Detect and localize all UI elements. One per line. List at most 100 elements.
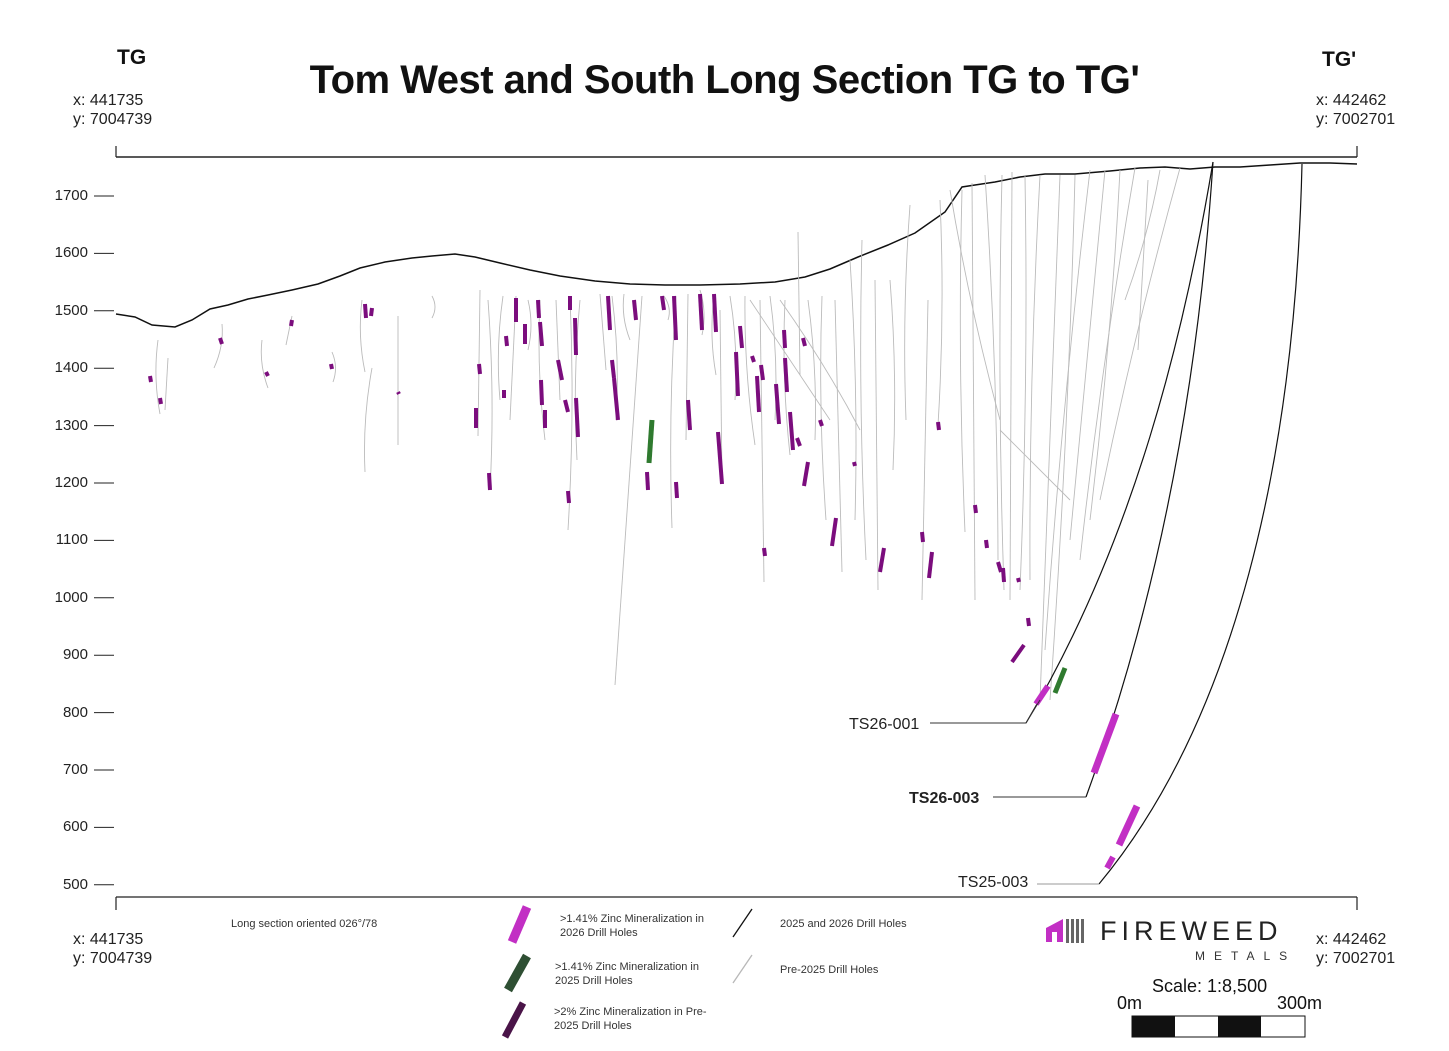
pre-2025-zinc-intercept — [852, 461, 857, 467]
pre-2025-drill-holes — [155, 167, 1181, 701]
pre-2025-zinc-intercept — [818, 419, 824, 427]
drill-hole-ts26-003 — [1085, 161, 1214, 798]
pre-2025-drill-hole — [744, 295, 756, 446]
end-x-coord: x: 442462 — [1316, 92, 1387, 109]
pre-2025-zinc-intercepts — [148, 293, 1031, 664]
bottom-left-coords: x: 441735 y: 7004739 — [73, 930, 152, 968]
pre-2025-zinc-intercept — [396, 391, 401, 395]
pre-2025-zinc-intercept — [539, 379, 544, 406]
pre-2025-zinc-intercept — [329, 363, 334, 370]
legend-item-magenta: >1.41% Zinc Mineralization in 2026 Drill… — [560, 913, 704, 939]
pre-2025-zinc-intercept — [788, 411, 795, 451]
pre-2025-zinc-intercept — [487, 472, 492, 491]
bottom-right-y: y: 7002701 — [1316, 950, 1396, 967]
drill-hole-ts26-001 — [1025, 161, 1214, 724]
section-end-coords: x: 442462 y: 7002701 — [1316, 91, 1395, 129]
pre-2025-drill-hole — [1019, 175, 1027, 591]
pre-2025-zinc-intercept — [782, 329, 787, 349]
pre-2025-zinc-intercept — [996, 561, 1003, 573]
pre-2025-drill-hole — [949, 189, 1001, 421]
pre-2025-zinc-intercept — [674, 481, 679, 499]
start-x-coord: x: 441735 — [73, 92, 144, 109]
pre-2025-drill-hole — [574, 299, 581, 461]
scale-end: 300m — [1277, 993, 1323, 1013]
bottom-left-y: y: 7004739 — [73, 950, 153, 967]
pre-2025-drill-hole — [999, 429, 1071, 501]
pre-2025-zinc-intercept — [369, 307, 374, 317]
pre-2025-drill-hole — [1049, 174, 1076, 701]
elevation-tick-label: 1200 — [54, 474, 88, 491]
pre-2025-drill-hole — [889, 279, 896, 471]
elevation-tick-label: 1600 — [54, 244, 88, 262]
pre-2025-drill-hole — [285, 315, 293, 346]
green-intercept-2025-1 — [646, 419, 655, 464]
legend-swatch-grey-hole — [732, 954, 753, 984]
section-orientation-note: Long section oriented 026°/78 — [231, 918, 378, 930]
pre-2025-drill-hole — [164, 357, 169, 411]
pre-2025-drill-hole — [959, 189, 966, 533]
legend-swatch-green — [504, 953, 531, 993]
magenta-intercept-ts26-001 — [1033, 684, 1051, 706]
pre-2025-zinc-intercept — [716, 431, 724, 485]
drill-hole-ts25-003 — [1098, 163, 1303, 885]
pre-2025-drill-hole — [759, 299, 765, 583]
pre-2025-drill-hole — [797, 231, 801, 376]
pre-2025-zinc-intercept — [538, 321, 544, 347]
pre-2025-zinc-intercept — [504, 335, 509, 347]
pre-2025-drill-hole — [1039, 174, 1061, 701]
pre-2025-zinc-intercept — [936, 421, 941, 431]
pre-2025-drill-hole — [497, 295, 504, 401]
elevation-tick-label: 1400 — [54, 359, 88, 377]
pre-2025-zinc-intercept — [712, 293, 718, 333]
pre-2025-zinc-intercept — [158, 397, 163, 405]
logo-wordmark: FIREWEED — [1100, 916, 1283, 946]
pre-2025-drill-hole — [874, 279, 879, 591]
section-start-coords: x: 441735 y: 7004739 — [73, 91, 152, 129]
green-intercept-2025-2 — [1052, 667, 1068, 694]
elevation-tick-label: 1500 — [54, 301, 88, 319]
pre-2025-drill-hole — [555, 299, 561, 401]
pre-2025-drill-hole — [860, 239, 867, 561]
pre-2025-zinc-intercept — [973, 504, 978, 514]
legend-item-new-holes: 2025 and 2026 Drill Holes — [780, 918, 907, 930]
pre-2025-drill-hole — [937, 199, 943, 426]
pre-2025-zinc-intercept — [563, 399, 570, 413]
fireweed-logo-icon — [1046, 919, 1084, 943]
pre-2025-drill-hole — [622, 293, 631, 341]
pre-2025-zinc-intercept — [218, 337, 224, 345]
bottom-right-coords: x: 442462 y: 7002701 — [1316, 930, 1395, 968]
pre-2025-zinc-intercept — [148, 375, 153, 383]
pre-2025-zinc-intercept — [830, 517, 838, 547]
end-y-coord: y: 7002701 — [1316, 111, 1396, 128]
pre-2025-drill-hole — [834, 299, 843, 573]
legend-item-green: >1.41% Zinc Mineralization in 2025 Drill… — [555, 961, 699, 987]
pre-2025-zinc-intercept — [645, 471, 650, 491]
elevation-tick-label: 900 — [62, 646, 88, 664]
pre-2025-drill-hole — [431, 295, 436, 319]
pre-2025-zinc-intercept — [660, 295, 666, 311]
pre-2025-zinc-intercept — [632, 299, 638, 321]
topography-line — [115, 162, 1358, 328]
pre-2025-zinc-intercept — [606, 295, 612, 331]
pre-2025-drill-hole — [820, 295, 827, 521]
pre-2025-zinc-intercept — [566, 490, 571, 504]
logo-subtitle: METALS — [1195, 949, 1297, 963]
elevation-tick-marks — [94, 195, 114, 886]
pre-2025-zinc-intercept — [762, 547, 767, 557]
magenta-intercept-ts25-003-a — [1115, 804, 1141, 847]
pre-2025-drill-hole — [477, 289, 481, 437]
pre-2025-zinc-intercept — [783, 357, 789, 393]
pre-2025-zinc-intercept — [556, 359, 564, 381]
pre-2025-zinc-intercept — [536, 299, 541, 319]
pre-2025-drill-hole — [155, 339, 161, 415]
pre-2025-drill-hole — [807, 299, 816, 441]
elevation-tick-label: 500 — [62, 875, 88, 893]
pre-2025-drill-hole — [1124, 169, 1161, 301]
legend-swatch-dark-purple — [501, 1001, 527, 1039]
pre-2025-drill-hole — [1137, 179, 1149, 351]
pre-2025-zinc-intercept — [573, 317, 578, 356]
pre-2025-zinc-intercept — [920, 531, 925, 543]
pre-2025-drill-hole — [1079, 167, 1136, 561]
pre-2025-drill-hole — [331, 351, 336, 383]
pre-2025-drill-hole — [1009, 171, 1013, 601]
